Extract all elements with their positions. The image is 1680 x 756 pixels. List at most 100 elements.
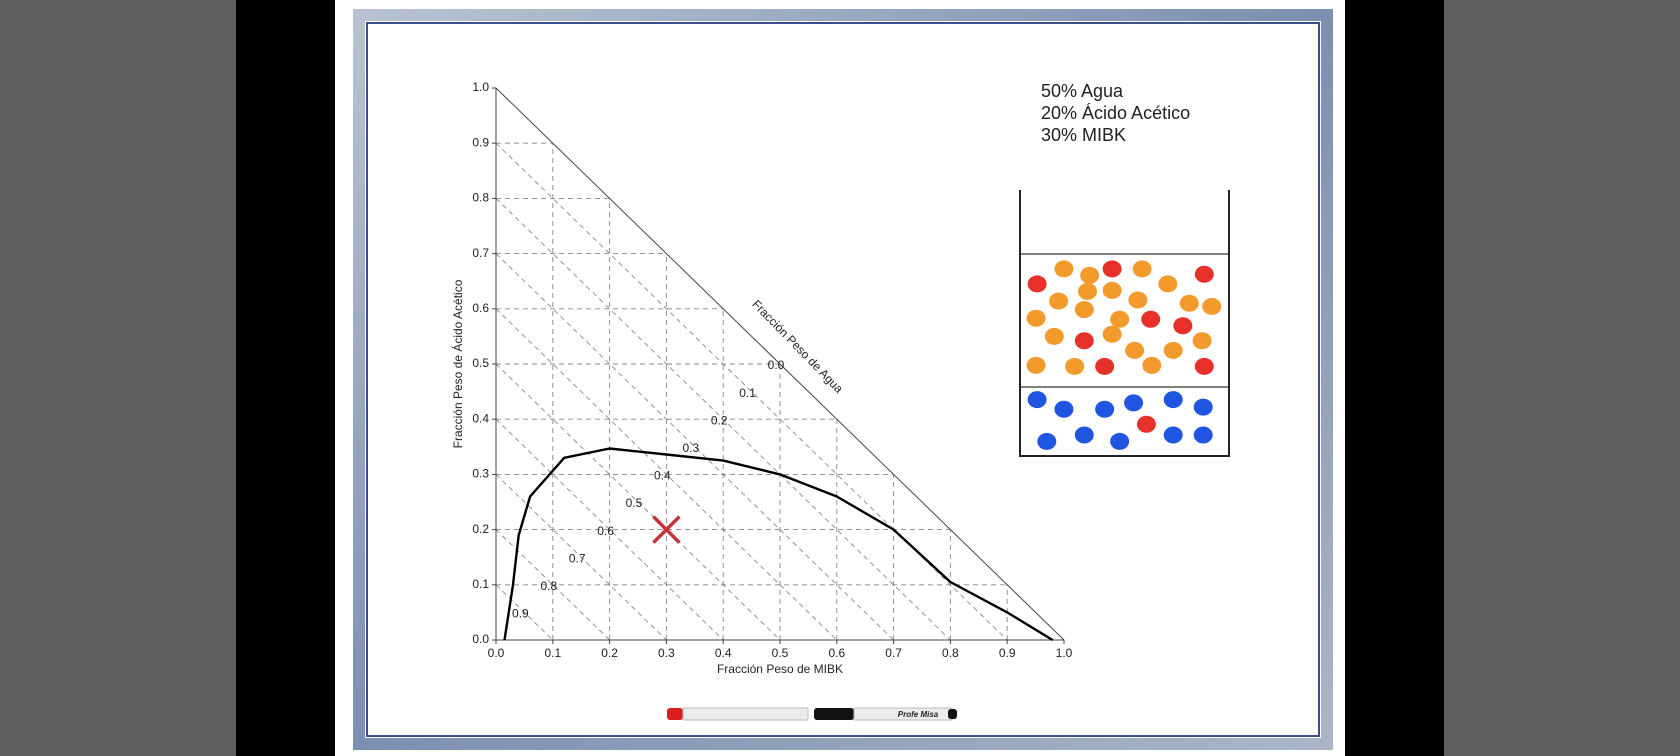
molecule <box>1163 341 1183 359</box>
grid-line <box>495 253 894 641</box>
molecule <box>1080 266 1100 284</box>
x-tick-label: 0.1 <box>544 646 561 660</box>
molecule <box>1173 317 1193 335</box>
molecule <box>1095 357 1115 375</box>
side-background <box>0 0 236 756</box>
mixture-point <box>652 515 681 544</box>
water-tick-label: 0.3 <box>682 441 699 455</box>
molecule <box>1102 260 1122 278</box>
molecule <box>1037 432 1057 450</box>
water-tick-label: 0.1 <box>739 386 756 400</box>
x-tick-label: 0.9 <box>999 646 1016 660</box>
molecule <box>1193 398 1213 416</box>
molecule <box>1163 391 1183 409</box>
molecule <box>1026 356 1046 374</box>
marker: Profe Misa <box>667 707 957 721</box>
marker-body <box>682 707 809 721</box>
y-tick-label: 0.0 <box>472 632 489 646</box>
y-axis-label: Fracción Peso de Ácido Acético <box>450 279 465 448</box>
water-tick-label: 0.5 <box>626 496 643 510</box>
grid-line <box>495 308 838 641</box>
molecule <box>1128 291 1148 309</box>
molecule <box>1044 327 1064 345</box>
y-tick-label: 0.3 <box>472 467 489 481</box>
molecule <box>1110 432 1130 450</box>
molecule <box>1074 426 1094 444</box>
molecule <box>1136 415 1156 433</box>
y-tick-label: 1.0 <box>472 80 489 94</box>
x-tick-label: 0.5 <box>772 646 789 660</box>
y-tick-label: 0.9 <box>472 135 489 149</box>
marker-cap <box>667 708 683 720</box>
composition: 30% MIBK <box>1041 125 1126 145</box>
molecule <box>1110 310 1130 328</box>
water-tick-label: 0.6 <box>597 524 614 538</box>
side-background <box>1444 0 1680 756</box>
y-tick-label: 0.8 <box>472 191 489 205</box>
beaker-wall <box>1019 190 1230 457</box>
water-tick-label: 0.7 <box>569 551 586 565</box>
grid-line <box>495 584 554 641</box>
molecule <box>1095 400 1115 418</box>
molecule <box>1158 275 1178 293</box>
molecule <box>1194 357 1214 375</box>
x-tick-label: 1.0 <box>1056 646 1073 660</box>
molecule <box>1074 332 1094 350</box>
y-tick-label: 0.6 <box>472 301 489 315</box>
marker-cap <box>814 708 854 720</box>
binodal-curve <box>503 447 1054 642</box>
grid-line <box>495 474 667 641</box>
x-tick-label: 0.0 <box>488 646 505 660</box>
molecule <box>1163 426 1183 444</box>
board <box>368 24 1318 735</box>
molecule <box>1054 400 1074 418</box>
molecule <box>1132 260 1152 278</box>
molecule <box>1027 275 1047 293</box>
y-tick-label: 0.1 <box>472 577 489 591</box>
molecule <box>1102 281 1122 299</box>
molecule <box>1065 357 1085 375</box>
x-tick-label: 0.3 <box>658 646 675 660</box>
molecule <box>1141 310 1161 328</box>
molecule <box>1179 294 1199 312</box>
y-tick-label: 0.5 <box>472 356 489 370</box>
water-tick-label: 0.8 <box>540 579 557 593</box>
composition: 20% Ácido Acético <box>1041 103 1190 123</box>
water-tick-label: 0.9 <box>512 607 529 621</box>
grid-line <box>495 198 951 641</box>
board-frame-inner <box>366 22 1320 737</box>
molecule <box>1074 301 1094 319</box>
molecule <box>1142 356 1162 374</box>
marker-tip <box>948 709 957 719</box>
molecule <box>1125 341 1145 359</box>
water-tick-label: 0.0 <box>768 358 785 372</box>
molecule <box>1124 394 1144 412</box>
molecule <box>1202 297 1222 315</box>
grid-line <box>495 418 724 641</box>
hypotenuse <box>495 87 1065 641</box>
molecule <box>1193 426 1213 444</box>
water-tick-label: 0.2 <box>711 413 728 427</box>
x-tick-label: 0.4 <box>715 646 732 660</box>
x-tick-label: 0.2 <box>601 646 618 660</box>
x-tick-label: 0.8 <box>942 646 959 660</box>
board-frame <box>353 9 1333 750</box>
y-tick-label: 0.4 <box>472 411 489 425</box>
x-axis-label: Fracción Peso de MIBK <box>717 662 843 676</box>
molecule <box>1102 325 1122 343</box>
molecule <box>1027 391 1047 409</box>
molecule <box>1078 282 1097 300</box>
composition: 50% Agua <box>1041 81 1124 101</box>
x-tick-label: 0.7 <box>885 646 902 660</box>
molecule <box>1192 332 1212 350</box>
beaker <box>1019 190 1230 457</box>
marker-label: Profe Misa <box>898 710 939 719</box>
water-tick-label: 0.4 <box>654 469 671 483</box>
molecule <box>1194 265 1214 283</box>
molecule <box>1026 309 1046 327</box>
y-tick-label: 0.2 <box>472 522 489 536</box>
molecule <box>1049 292 1069 310</box>
grid-line <box>495 363 781 641</box>
